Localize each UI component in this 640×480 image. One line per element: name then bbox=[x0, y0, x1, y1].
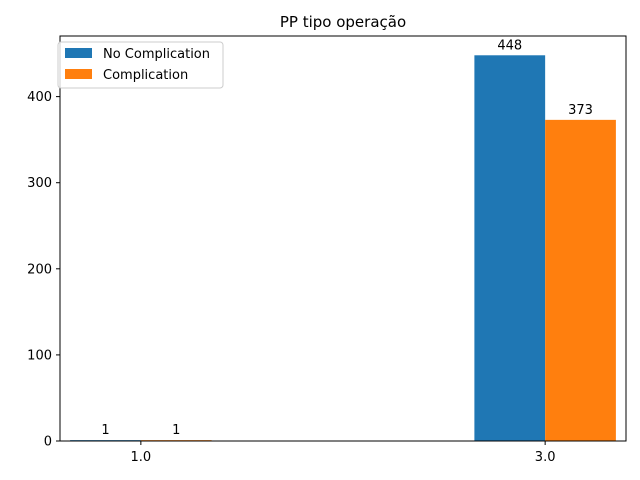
y-tick-label: 0 bbox=[44, 435, 52, 450]
bar-complication-3.0 bbox=[545, 119, 616, 441]
bar-no-complication-3.0 bbox=[474, 55, 546, 442]
legend-label: Complication bbox=[103, 68, 188, 83]
legend-swatch bbox=[65, 69, 92, 79]
y-tick-label: 200 bbox=[27, 262, 52, 277]
bar-value-label: 1 bbox=[172, 423, 180, 438]
y-tick-label: 300 bbox=[27, 176, 52, 191]
legend-swatch bbox=[65, 48, 92, 58]
axes: 0 100 200 300 400 1.0 3.0 bbox=[27, 35, 627, 465]
bar-value-label: 1 bbox=[101, 423, 109, 438]
y-tick-label: 400 bbox=[27, 90, 52, 105]
y-tick-label: 100 bbox=[27, 348, 52, 363]
legend-box bbox=[57, 41, 224, 89]
legend: No Complication Complication bbox=[57, 41, 224, 89]
x-tick-label: 3.0 bbox=[535, 450, 556, 465]
x-tick-label: 1.0 bbox=[131, 450, 152, 465]
bar-value-label: 448 bbox=[497, 38, 522, 53]
chart-title: PP tipo operação bbox=[280, 13, 406, 31]
bar-labels-layer: 1 1 448 373 bbox=[101, 38, 593, 438]
legend-label: No Complication bbox=[103, 47, 210, 62]
plot-frame bbox=[59, 35, 627, 442]
bars-layer bbox=[70, 55, 616, 442]
bar-value-label: 373 bbox=[568, 103, 593, 118]
